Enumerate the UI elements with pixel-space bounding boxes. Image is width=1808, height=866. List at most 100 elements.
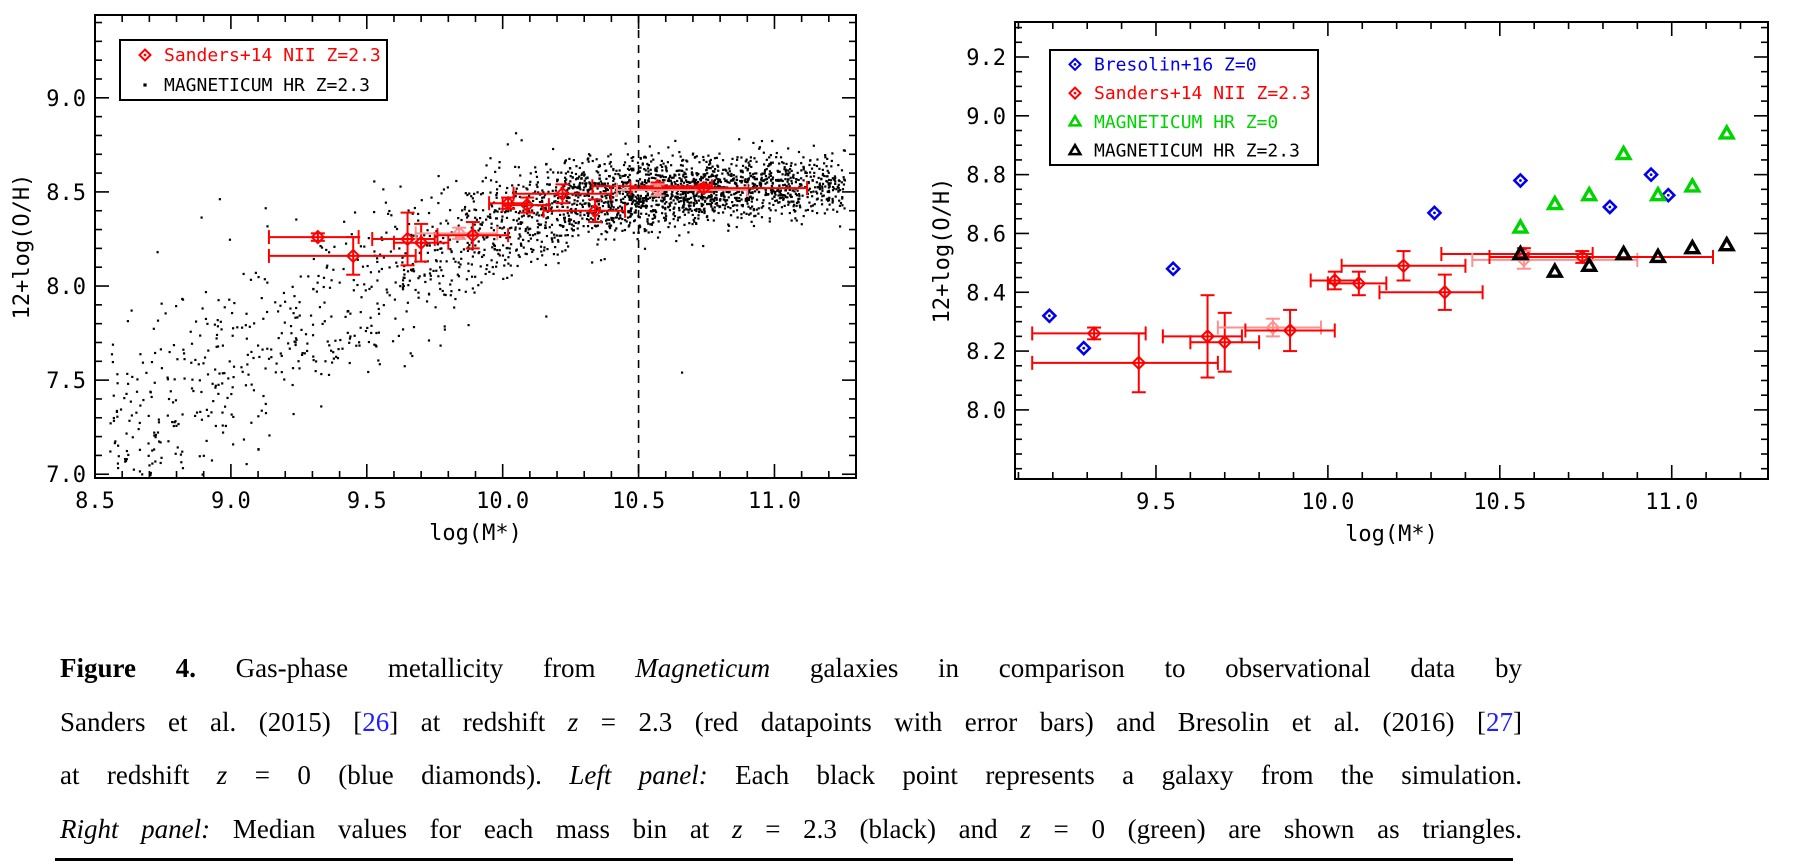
citation-link-26[interactable]: 26 bbox=[362, 706, 390, 737]
svg-text:8.8: 8.8 bbox=[966, 164, 1006, 189]
errorbar-point bbox=[1244, 308, 1336, 353]
citation-link-27[interactable]: 27 bbox=[1486, 706, 1513, 737]
svg-text:11.0: 11.0 bbox=[748, 489, 801, 514]
left-x-axis-label: log(M*) bbox=[429, 521, 522, 546]
right-x-axis-label: log(M*) bbox=[1345, 522, 1438, 547]
errorbar-point bbox=[1161, 294, 1243, 379]
svg-text:8.4: 8.4 bbox=[966, 281, 1006, 306]
svg-text:9.5: 9.5 bbox=[1136, 490, 1176, 515]
right-series-magneticum-hr-z-2-3 bbox=[1511, 235, 1736, 278]
caption-text: z bbox=[732, 813, 743, 844]
svg-text:9.0: 9.0 bbox=[211, 489, 251, 514]
left-series bbox=[109, 132, 847, 477]
errorbar-point bbox=[1309, 270, 1360, 291]
svg-text:9.0: 9.0 bbox=[966, 105, 1006, 130]
legend-item-bresolin-16-z-0: Bresolin+16 Z=0 bbox=[1068, 54, 1257, 75]
errorbar-point bbox=[501, 196, 550, 214]
svg-text:7.5: 7.5 bbox=[46, 369, 86, 394]
caption-text: = 2.3 (black) and bbox=[742, 813, 1021, 844]
left-x-tick-labels: 8.5 9.0 9.5 10.0 10.5 11.0 bbox=[75, 489, 801, 514]
svg-text:9.0: 9.0 bbox=[46, 87, 86, 112]
caption-text: Sanders et al. (2015) [ bbox=[60, 706, 363, 737]
caption-text: Figure 4. bbox=[60, 653, 196, 683]
left-series-magneticum-hr-z-2-3 bbox=[109, 132, 847, 477]
errorbar-point bbox=[1189, 311, 1261, 373]
errorbar-point bbox=[1031, 332, 1219, 394]
legend-item-magneticum-hr-z-0: MAGNETICUM HR Z=0 bbox=[1067, 112, 1278, 133]
caption-text: galaxies in comparison to observational … bbox=[770, 653, 1522, 683]
right-panel: 9.5 10.0 10.5 11.0 8.0 8.2 8.4 8.6 8.8 9.0 9.2 log(… bbox=[930, 21, 1769, 547]
caption-text: = 2.3 (red datapoints with error bars) a… bbox=[578, 706, 1486, 737]
caption-text: z bbox=[216, 760, 228, 790]
errorbar-point bbox=[629, 180, 809, 196]
caption-text: Magneticum bbox=[635, 653, 771, 683]
svg-text:MAGNETICUM HR Z=2.3: MAGNETICUM HR Z=2.3 bbox=[164, 75, 370, 96]
caption-text: Right panel: bbox=[60, 813, 211, 844]
caption-text: ] at redshift bbox=[389, 706, 568, 737]
right-y-tick-labels: 8.0 8.2 8.4 8.6 8.8 9.0 9.2 bbox=[966, 46, 1006, 424]
figure-caption-line-3: at redshift z = 0 (blue diamonds). Left … bbox=[60, 749, 1522, 803]
svg-text:MAGNETICUM HR Z=2.3: MAGNETICUM HR Z=2.3 bbox=[1094, 141, 1300, 162]
figure-caption-line-4: Right panel: Median values for each mass… bbox=[60, 803, 1522, 857]
right-series bbox=[1031, 123, 1736, 394]
left-y-axis-label: 12+log(O/H) bbox=[10, 174, 35, 320]
svg-text:8.0: 8.0 bbox=[46, 275, 86, 300]
errorbar-point bbox=[1326, 270, 1388, 297]
figure-caption: Figure 4. Gas-phase metallicity from Mag… bbox=[60, 642, 1522, 856]
right-axis-frame bbox=[1014, 21, 1769, 480]
caption-text: Left panel: bbox=[569, 760, 708, 790]
figure-caption-line-2: Sanders et al. (2015) [26] at redshift z… bbox=[60, 696, 1522, 750]
caption-text: at redshift bbox=[60, 760, 217, 790]
svg-text:11.0: 11.0 bbox=[1645, 490, 1698, 515]
errorbar-point bbox=[1340, 250, 1467, 282]
left-legend: Sanders+14 NII Z=2.3 MAGNETICUM HR Z=2.3 bbox=[119, 39, 388, 101]
right-series-sanders-14-nii-z-2-3 bbox=[1031, 246, 1714, 394]
svg-text:Sanders+14 NII Z=2.3: Sanders+14 NII Z=2.3 bbox=[1094, 83, 1311, 104]
caption-text: Median values for each mass bin at bbox=[210, 813, 732, 844]
caption-text: z bbox=[567, 706, 579, 737]
errorbar-point bbox=[1031, 326, 1147, 341]
errorbar-point bbox=[1378, 273, 1484, 311]
svg-text:8.5: 8.5 bbox=[75, 489, 115, 514]
svg-text:7.0: 7.0 bbox=[46, 463, 86, 488]
legend-item-magneticum-hr-z-2-3: MAGNETICUM HR Z=2.3 bbox=[143, 75, 370, 96]
figure-caption-line-1: Figure 4. Gas-phase metallicity from Mag… bbox=[60, 642, 1522, 696]
caption-text: Each black point represents a galaxy fro… bbox=[707, 760, 1523, 790]
caption-text: = 0 (green) are shown as triangles. bbox=[1030, 813, 1522, 844]
errorbar-point bbox=[488, 195, 529, 211]
svg-text:8.5: 8.5 bbox=[46, 181, 86, 206]
errorbar-point bbox=[392, 222, 450, 263]
errorbar-point bbox=[542, 198, 626, 224]
svg-text:8.6: 8.6 bbox=[966, 222, 1006, 247]
errorbar-point bbox=[414, 225, 499, 241]
right-legend: Bresolin+16 Z=0 Sanders+14 NII Z=2.3 MAGNE… bbox=[1049, 49, 1319, 166]
legend-item-magneticum-hr-z-2-3: MAGNETICUM HR Z=2.3 bbox=[1067, 141, 1300, 162]
left-panel: 8.5 9.0 9.5 10.0 10.5 11.0 7.0 7.5 8.0 8.5 9.0 log(… bbox=[10, 14, 857, 546]
svg-text:10.0: 10.0 bbox=[1301, 490, 1354, 515]
caption-text: ] bbox=[1513, 706, 1522, 737]
legend-item-sanders-14-nii-z-2-3: Sanders+14 NII Z=2.3 bbox=[138, 45, 381, 66]
left-series-sanders-14-nii-z-2-3 bbox=[267, 178, 809, 276]
svg-text:9.2: 9.2 bbox=[966, 46, 1006, 71]
caption-text: = 0 (blue diamonds). bbox=[227, 760, 570, 790]
right-x-tick-labels: 9.5 10.0 10.5 11.0 bbox=[1136, 490, 1698, 515]
right-series-magneticum-hr-z-0 bbox=[1511, 123, 1736, 234]
errorbar-point bbox=[1216, 317, 1323, 338]
svg-text:Bresolin+16 Z=0: Bresolin+16 Z=0 bbox=[1094, 54, 1257, 75]
left-y-tick-labels: 7.0 7.5 8.0 8.5 9.0 bbox=[46, 87, 86, 488]
left-axis-ticks bbox=[94, 15, 857, 478]
svg-text:MAGNETICUM HR Z=0: MAGNETICUM HR Z=0 bbox=[1094, 112, 1278, 133]
caption-text: Gas-phase metallicity from bbox=[195, 653, 636, 683]
svg-text:Sanders+14 NII Z=2.3: Sanders+14 NII Z=2.3 bbox=[164, 45, 381, 66]
svg-text:10.0: 10.0 bbox=[476, 489, 529, 514]
svg-text:10.5: 10.5 bbox=[612, 489, 665, 514]
right-axis-ticks bbox=[1015, 22, 1768, 479]
page-rule bbox=[55, 858, 1513, 861]
svg-text:8.2: 8.2 bbox=[966, 340, 1006, 365]
errorbar-point bbox=[436, 221, 510, 250]
svg-text:10.5: 10.5 bbox=[1473, 490, 1526, 515]
legend-item-sanders-14-nii-z-2-3: Sanders+14 NII Z=2.3 bbox=[1068, 83, 1311, 104]
right-y-axis-label: 12+log(O/H) bbox=[930, 178, 955, 324]
errorbar-point bbox=[512, 183, 613, 205]
